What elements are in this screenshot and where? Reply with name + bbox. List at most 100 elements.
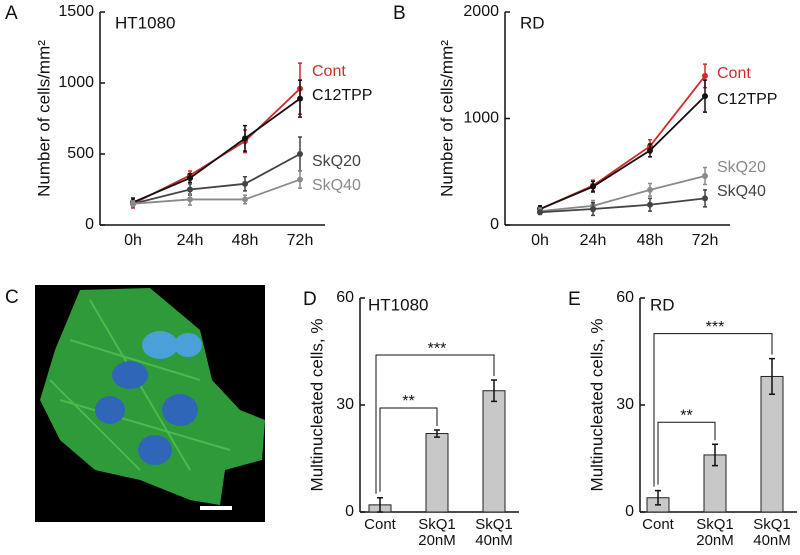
x-tick-label: 48h — [637, 232, 664, 249]
y-axis-label: Multinucleated cells, % — [587, 319, 606, 492]
nucleus — [142, 331, 178, 359]
y-axis-label: Number of cells/mm² — [34, 40, 53, 197]
series-line — [132, 153, 301, 205]
panel-label: D — [303, 289, 317, 310]
x-tick-label: SkQ1 20nM — [696, 516, 734, 549]
y-tick-label: 500 — [67, 145, 94, 162]
y-tick-label: 1500 — [58, 3, 94, 20]
data-point — [537, 209, 543, 216]
panel-label: E — [568, 289, 581, 310]
series-label: Cont — [312, 63, 346, 80]
data-point — [647, 201, 653, 208]
data-point — [297, 95, 303, 102]
y-axis-label: Multinucleated cells, % — [307, 319, 326, 492]
data-point — [702, 173, 708, 180]
error-bar — [434, 429, 440, 438]
y-tick-label: 0 — [345, 503, 354, 520]
significance-label: ** — [402, 393, 414, 410]
y-tick-label: 60 — [336, 289, 354, 306]
x-tick-label: 72h — [287, 232, 314, 249]
panel-label: A — [5, 3, 18, 24]
y-axis-label: Number of cells/mm² — [437, 40, 456, 197]
significance-label: ** — [680, 407, 692, 424]
error-bar — [491, 379, 497, 403]
significance-label: *** — [428, 340, 447, 357]
nucleus — [138, 435, 172, 465]
panel-label: B — [393, 3, 406, 24]
x-tick-label: Cont — [642, 516, 674, 533]
scale-bar — [200, 506, 232, 510]
plot-title: RD — [650, 295, 675, 314]
series-label: SkQ40 — [717, 183, 766, 200]
nucleus — [174, 333, 202, 357]
series-line — [132, 178, 301, 205]
y-tick-label: 30 — [336, 396, 354, 413]
series-line — [539, 75, 706, 210]
y-tick-label: 0 — [490, 216, 499, 233]
data-point — [590, 206, 596, 213]
bar — [760, 375, 784, 513]
data-point — [702, 93, 708, 100]
series-label: C12TPP — [717, 91, 777, 108]
series-label: SkQ20 — [717, 159, 766, 176]
data-point — [647, 147, 653, 154]
x-tick-label: 24h — [580, 232, 607, 249]
data-point — [242, 135, 248, 142]
data-point — [242, 180, 248, 187]
data-point — [187, 175, 193, 182]
nucleus — [95, 396, 125, 424]
series-line — [132, 97, 301, 204]
y-tick-label: 2000 — [463, 3, 499, 20]
nucleus — [112, 361, 148, 389]
data-point — [590, 183, 596, 190]
y-tick-label: 1000 — [463, 110, 499, 127]
error-bar — [377, 496, 383, 513]
x-tick-label: 72h — [692, 232, 719, 249]
x-tick-label: SkQ1 40nM — [475, 516, 513, 549]
significance-bracket — [653, 333, 773, 487]
significance-label: *** — [706, 319, 725, 336]
series-label: Cont — [717, 65, 751, 82]
y-tick-label: 0 — [85, 216, 94, 233]
series-line — [539, 95, 706, 210]
x-tick-label: 24h — [177, 232, 204, 249]
series-label: SkQ40 — [312, 177, 361, 194]
error-bar — [712, 443, 718, 467]
plot-title: RD — [520, 13, 545, 32]
plot-title: HT1080 — [368, 295, 428, 314]
error-bar — [769, 357, 775, 396]
x-tick-label: 0h — [531, 232, 549, 249]
error-bar — [655, 489, 661, 506]
bar — [425, 433, 449, 513]
x-tick-label: SkQ1 20nM — [418, 516, 456, 549]
cell — [40, 288, 265, 505]
panel-label: C — [5, 287, 19, 308]
data-point — [242, 196, 248, 203]
x-tick-label: 48h — [232, 232, 259, 249]
data-point — [297, 176, 303, 183]
significance-bracket — [379, 407, 438, 492]
series-label: C12TPP — [312, 87, 372, 104]
plot-title: HT1080 — [115, 13, 175, 32]
significance-bracket — [657, 421, 716, 485]
micrograph — [35, 285, 265, 522]
x-tick-label: 0h — [124, 232, 142, 249]
data-point — [297, 151, 303, 157]
y-tick-label: 0 — [625, 503, 634, 520]
bar — [482, 390, 506, 513]
series-label: SkQ20 — [312, 153, 361, 170]
data-point — [647, 186, 653, 193]
fibers — [49, 299, 231, 471]
nucleus — [162, 394, 198, 426]
data-point — [130, 200, 136, 207]
x-tick-label: Cont — [364, 516, 396, 533]
y-tick-label: 60 — [616, 289, 634, 306]
series-line — [539, 175, 706, 213]
series-line — [539, 197, 706, 214]
x-tick-label: SkQ1 40nM — [753, 516, 791, 549]
data-point — [187, 196, 193, 203]
data-point — [702, 195, 708, 202]
data-point — [187, 186, 193, 193]
